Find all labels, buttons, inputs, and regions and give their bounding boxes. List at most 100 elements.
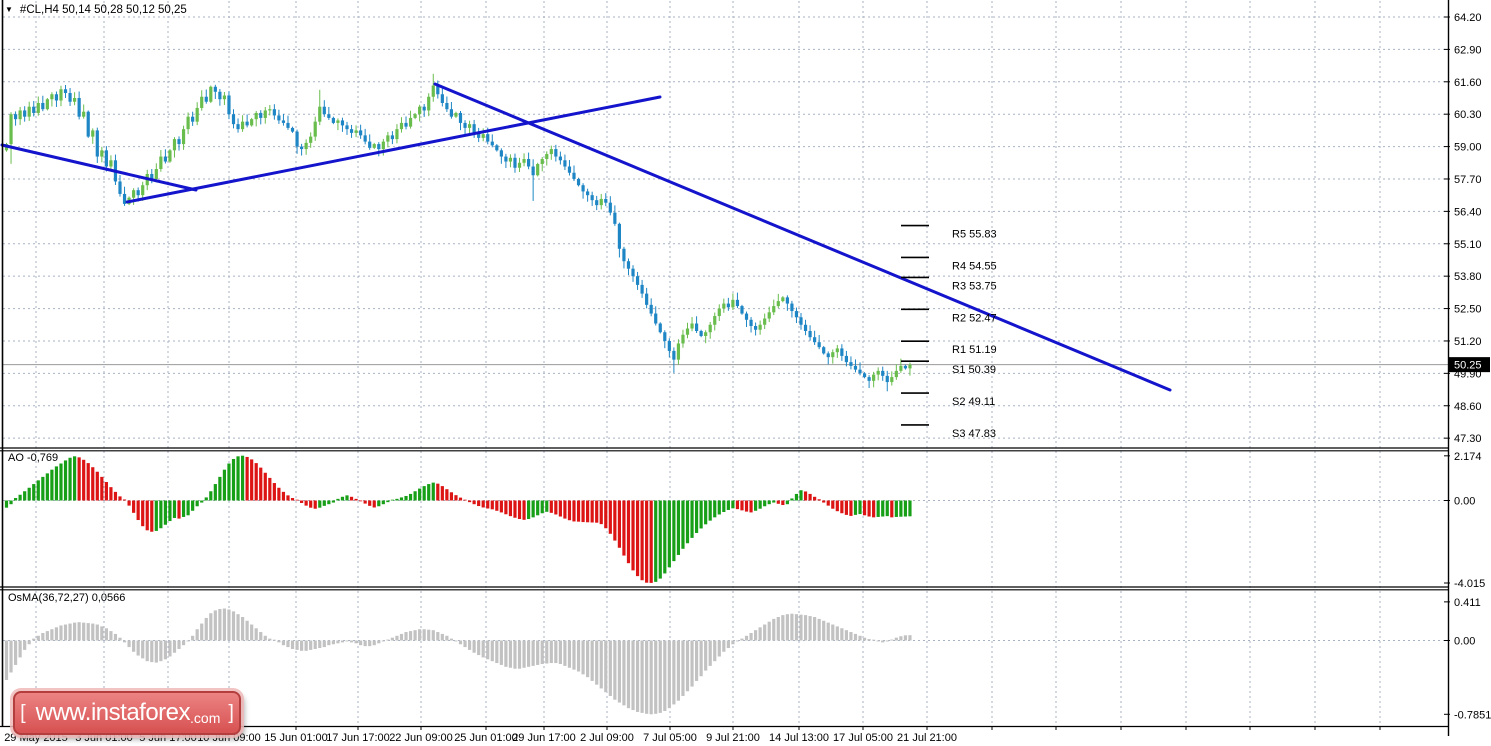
ao-bar [640,500,644,581]
trendline[interactable] [433,82,1172,392]
candle-body [336,120,340,123]
trendline[interactable] [0,143,198,192]
instaforex-logo[interactable]: [ www.instaforex .com ] [13,691,241,735]
osma-bar [73,622,77,641]
candle-body [717,308,721,317]
ao-bar [32,484,36,501]
ao-bar [300,500,304,503]
osma-bar [735,640,740,642]
ao-bar [136,500,140,521]
osma-bar [431,630,435,641]
candle-body [277,115,281,121]
candle-body [790,303,794,312]
candle-body [390,135,394,140]
osma-bar [300,640,304,651]
ao-bar [82,459,86,501]
candle-body [522,159,526,163]
ao-axis-label: 0.00 [1454,496,1475,508]
candle-body [359,130,363,136]
osma-axis-label: -0.7851 [1454,709,1491,721]
price-axis[interactable]: 64.20 62.90 61.60 60.30 59.00 57.70 56.40 55.10… [1444,12,1491,721]
candle-body [744,313,749,320]
ao-bar [213,484,217,501]
candle-body [63,89,68,94]
ao-bar [590,500,594,523]
candle-body [272,109,276,116]
osma-bar [477,640,481,656]
price-tick-label: 56.40 [1454,206,1482,218]
ao-bar [844,500,848,515]
ao-bar [667,500,671,568]
osma-bar [45,631,49,641]
ao-bar [363,500,367,504]
osma-bar [808,616,812,641]
sr-level-label: S1 50.39 [952,364,996,376]
ao-bar [876,500,880,517]
logo-text: www.instaforex [35,699,191,726]
osma-bar [59,625,63,641]
osma-bar [672,640,676,705]
candle-body [872,374,876,381]
ao-bar [467,500,472,503]
osma-bar [104,628,108,641]
ao-bar [413,491,417,501]
ao-bar [200,500,204,503]
osma-bar [872,639,876,641]
candle-body [740,306,744,314]
candle-body [222,95,227,100]
time-tick-label: 29 Jun 17:00 [512,732,576,744]
candle-body [467,124,472,128]
osma-bar [354,640,358,644]
osma-bar [763,624,767,641]
trendline[interactable] [125,95,662,204]
osma-bar [581,640,585,675]
time-tick-label: 7 Jul 05:00 [643,732,697,744]
candle-body [227,95,231,115]
candle-body [290,127,295,132]
ao-bar [781,500,785,506]
osma-bar [862,637,867,641]
osma-bar [290,640,295,649]
osma-bar [554,640,558,664]
ao-bar [572,500,576,522]
logo-bracket-left: [ [20,701,26,724]
candle-body [835,348,839,353]
candle-body [517,162,522,168]
ao-bar [368,500,372,506]
osma-bar [304,640,308,651]
osma-bar [572,640,576,670]
ao-bar [218,476,222,501]
candle-body [708,324,712,333]
candle-body [649,304,653,314]
osma-bar [586,640,590,678]
osma-bar [704,640,708,671]
candle-body [808,330,812,338]
ao-bar [527,500,531,519]
candle-body [304,142,308,150]
osma-bar [853,633,858,641]
ao-bar [27,487,31,501]
ao-bar [336,498,340,501]
osma-bar [313,640,317,649]
ao-bar [349,496,354,501]
candle-body [604,198,608,203]
candle-body [245,121,249,126]
candle-body [300,146,304,150]
ao-bar [145,500,149,531]
candle-body [122,193,127,204]
candle-body [631,268,635,277]
time-axis[interactable]: 29 May 2015 3 Jun 01:00 5 Jun 17:00 10 Jun … [4,732,957,744]
candle-body [345,125,349,130]
candle-body [831,352,835,358]
ao-bar [390,499,394,501]
vertical-gridlines [35,1,1381,730]
osma-bar [545,640,549,664]
osma-bar [168,640,172,657]
osma-bar [427,629,431,641]
osma-bar [822,620,826,641]
osma-bar [645,640,649,714]
symbol-dropdown-icon[interactable]: ▼ [5,5,13,14]
osma-bar [200,623,204,641]
candle-body [118,181,122,194]
candle-body [191,116,195,122]
